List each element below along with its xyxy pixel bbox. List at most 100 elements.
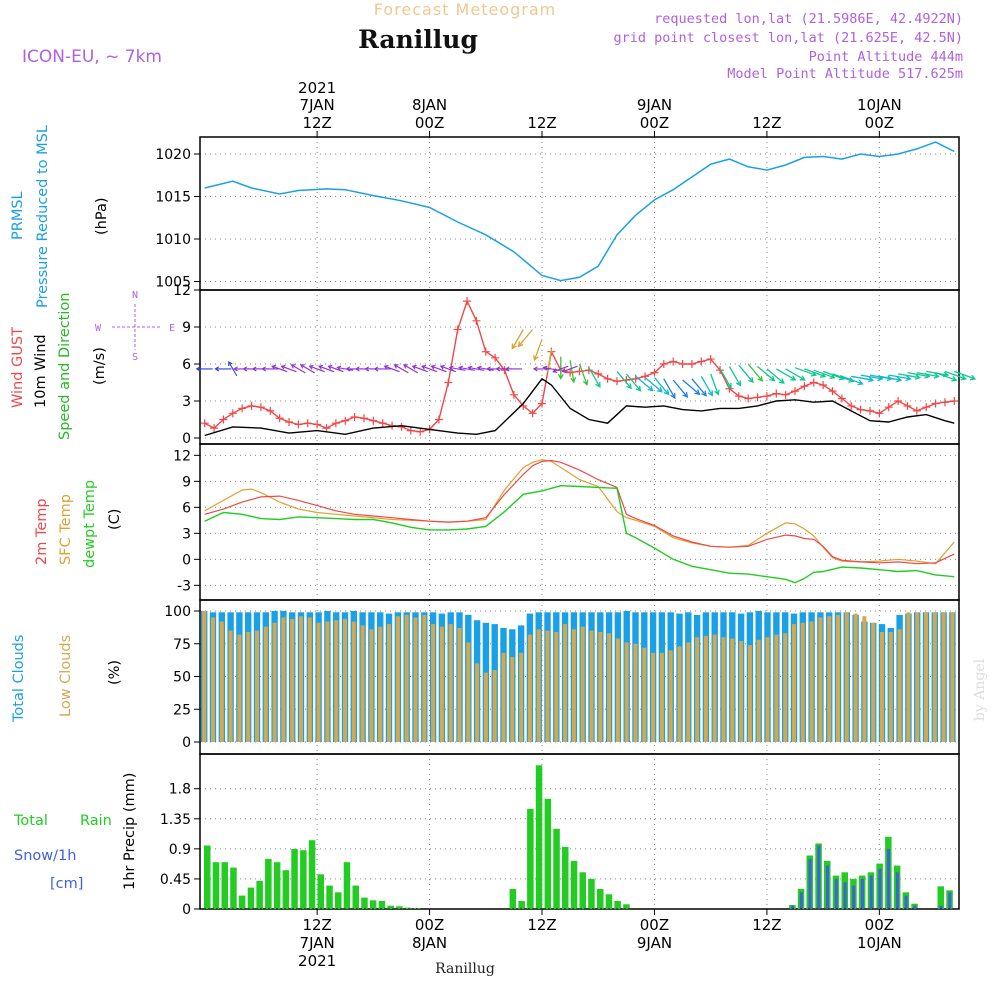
y-tick-label: 1020 bbox=[155, 147, 191, 163]
bar-low-cloud bbox=[343, 618, 347, 742]
time-hour-top: 00Z bbox=[865, 114, 894, 132]
bar-low-cloud bbox=[721, 637, 726, 742]
bar-snow bbox=[948, 892, 952, 909]
precip-label-snow: Snow/1h bbox=[14, 848, 76, 864]
bar-snow bbox=[843, 882, 847, 909]
bar-snow bbox=[852, 885, 856, 909]
wind-arrow bbox=[588, 367, 601, 388]
y-tick-label: 0 bbox=[182, 552, 191, 568]
wind-dir-arrow bbox=[552, 365, 569, 374]
bar-rain bbox=[605, 894, 613, 909]
wind-arrow bbox=[728, 366, 742, 387]
gust-marker bbox=[922, 403, 931, 412]
wind-arrow bbox=[747, 363, 764, 382]
model-label: ICON-EU, ~ 7km bbox=[22, 47, 162, 67]
gust-marker bbox=[828, 387, 837, 396]
compass-w: W bbox=[95, 323, 102, 334]
y-tick-label: 75 bbox=[173, 637, 191, 653]
bar-rain bbox=[265, 858, 272, 909]
y-tick-label: 0.45 bbox=[160, 872, 191, 888]
gust-marker bbox=[359, 414, 368, 423]
gust-marker bbox=[228, 409, 237, 418]
time-hour-top: 00Z bbox=[640, 114, 669, 132]
gust-marker bbox=[791, 387, 800, 396]
gust-marker bbox=[706, 355, 715, 364]
wind-dir-arrow bbox=[271, 364, 288, 373]
bar-snow bbox=[808, 858, 812, 909]
wind-dir-arrow bbox=[195, 366, 213, 372]
bar-low-cloud bbox=[334, 620, 339, 742]
bar-low-cloud bbox=[765, 637, 770, 742]
wind-dir-arrow bbox=[439, 364, 456, 373]
time-year-top: 2021 bbox=[298, 79, 336, 97]
series-dewpt bbox=[204, 484, 955, 584]
temp-label-2m: 2m Temp bbox=[34, 498, 50, 565]
gust-marker bbox=[416, 427, 425, 436]
bar-low-cloud bbox=[915, 612, 920, 742]
bar-low-cloud bbox=[413, 617, 418, 742]
precip-labels: Total Rain Snow/1h [cm] 1hr Precip (mm) bbox=[13, 773, 138, 892]
precip-label-total: Total bbox=[13, 813, 48, 829]
bar-rain bbox=[623, 904, 630, 909]
bar-rain bbox=[535, 765, 543, 909]
wind-dir-arrow bbox=[532, 366, 550, 372]
chart-title: Ranillug bbox=[358, 25, 478, 54]
chart-subtitle: Forecast Meteogram bbox=[374, 0, 556, 19]
time-axis: 20217JAN12Z12Z7JAN20218JAN00Z00Z8JAN12Z1… bbox=[298, 79, 902, 970]
bar-low-cloud bbox=[325, 621, 330, 742]
y-tick-label: 1.8 bbox=[169, 782, 191, 798]
bar-rain bbox=[282, 870, 290, 909]
bar-low-cloud bbox=[501, 652, 506, 742]
bar-low-cloud bbox=[633, 643, 638, 743]
wind-dir-arrow bbox=[421, 364, 438, 373]
temp-unit: (C) bbox=[107, 509, 123, 530]
gust-marker bbox=[434, 415, 443, 424]
time-hour-top: 12Z bbox=[302, 114, 331, 132]
gust-marker bbox=[538, 399, 547, 408]
bar-rain bbox=[396, 906, 403, 909]
bar-low-cloud bbox=[756, 639, 761, 742]
gust-marker bbox=[894, 397, 903, 405]
wind-arrow bbox=[557, 356, 564, 380]
panel-temperature: -3 0 3 6 9 12 bbox=[173, 443, 960, 601]
wind-dir-arrow bbox=[476, 365, 494, 371]
panel-pressure: 1005 1010 1015 1020 bbox=[155, 136, 960, 291]
wind-dir-arrow bbox=[504, 366, 522, 372]
bar-low-cloud bbox=[475, 663, 480, 742]
wind-arrow bbox=[766, 368, 785, 384]
compass-n: N bbox=[132, 290, 138, 301]
bar-rain bbox=[335, 892, 342, 909]
bar-low-cloud bbox=[853, 613, 858, 742]
requested-coords: requested lon,lat (21.5986E, 42.4922N) bbox=[654, 11, 963, 27]
bar-rain bbox=[291, 848, 298, 909]
bar-rain bbox=[317, 874, 324, 909]
bar-low-cloud bbox=[844, 612, 849, 742]
bar-low-cloud bbox=[880, 632, 884, 742]
bar-rain bbox=[378, 901, 386, 909]
wind-arrow bbox=[700, 375, 713, 397]
gust-marker bbox=[331, 419, 340, 428]
bar-low-cloud bbox=[712, 634, 717, 742]
gust-marker bbox=[397, 422, 406, 431]
bar-low-cloud bbox=[695, 637, 700, 742]
y-tick-label: 25 bbox=[173, 702, 191, 718]
y-tick-label: 0.9 bbox=[169, 842, 191, 858]
bar-low-cloud bbox=[668, 650, 673, 742]
gust-marker bbox=[856, 405, 865, 414]
bar-low-cloud bbox=[624, 642, 629, 742]
gust-marker bbox=[453, 325, 462, 334]
bar-low-cloud bbox=[510, 656, 515, 742]
bar-rain bbox=[527, 808, 534, 909]
bar-snow bbox=[887, 848, 891, 909]
bar-low-cloud bbox=[571, 629, 576, 742]
gust-marker bbox=[491, 353, 500, 362]
bar-low-cloud bbox=[228, 630, 233, 742]
bar-low-cloud bbox=[422, 614, 427, 742]
wind-dir-arrow bbox=[318, 364, 335, 373]
bar-low-cloud bbox=[351, 621, 356, 742]
gust-marker bbox=[800, 382, 809, 391]
y-tick-label: 0 bbox=[182, 902, 191, 918]
panels: 1005101010151020036912-30369120255075100… bbox=[155, 136, 977, 918]
time-hour-bottom: 00Z bbox=[640, 916, 669, 934]
